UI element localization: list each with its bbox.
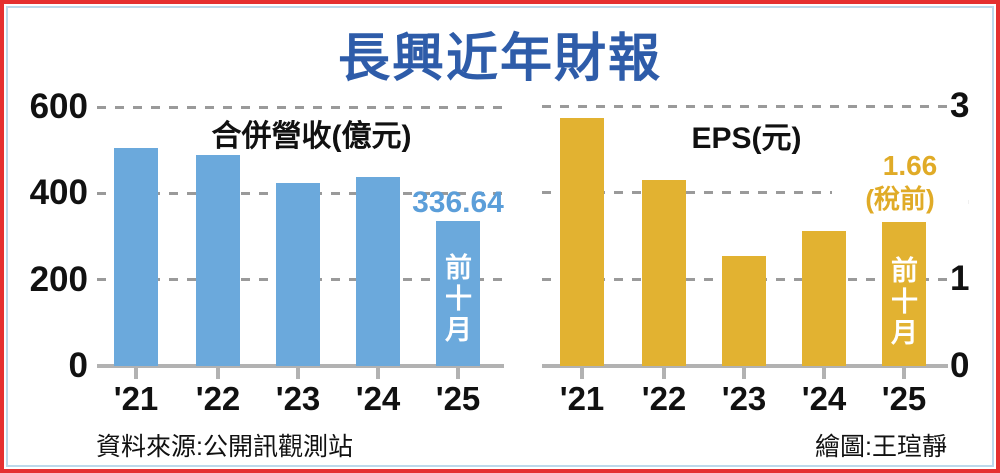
x-axis-label-'22: '22 [195,380,241,417]
x-axis-label-'25: '25 [435,380,481,417]
bar-'23 [276,182,320,366]
credit-note: 繪圖:王瑄靜 [815,433,947,461]
bar-'25 [436,220,480,366]
y-axis-label-200: 200 [29,259,88,299]
y-axis-label-0: 0 [950,346,970,385]
x-axis-baseline [97,364,504,368]
bar-'25 [882,222,926,366]
y-axis-label-0: 0 [68,346,88,385]
eps-pretax-label: (稅前) [832,179,968,216]
y-axis-label-1: 1 [950,259,970,299]
x-axis-label-'25: '25 [881,380,927,417]
x-axis-baseline [542,364,948,368]
y-axis-label-3: 3 [950,86,970,125]
x-axis-label-'21: '21 [113,380,159,417]
revenue-bar-note: 前十月 [445,253,472,345]
bar-'21 [114,147,158,366]
x-tick-'24 [376,368,380,379]
x-tick-'22 [662,368,666,379]
x-axis-label-'24: '24 [355,380,401,417]
x-tick-'23 [742,368,746,379]
y-axis-label-600: 600 [29,87,88,126]
page-title: 長興近年財報 [337,30,662,88]
x-axis-label-'21: '21 [559,380,605,417]
x-tick-'21 [134,368,138,379]
source-note: 資料來源:公開訊觀測站 [96,433,353,461]
x-axis-label-'23: '23 [275,380,321,417]
x-tick-'23 [296,368,300,379]
x-axis-label-'22: '22 [641,380,687,417]
bar-'24 [356,176,400,366]
grid-line-600 [97,105,504,109]
bar-'22 [196,154,240,366]
bar-'22 [642,179,686,366]
grid-line-3 [542,104,948,108]
revenue-chart-title: 合併營收(億元) [211,120,412,153]
bar-'23 [722,255,766,366]
x-tick-'21 [580,368,584,379]
x-tick-'22 [216,368,220,379]
eps-value-label: 1.66 [882,150,938,181]
y-axis-label-400: 400 [29,173,88,213]
x-tick-'25 [902,368,906,379]
grid-line-2 [542,191,948,195]
revenue-value-label: 336.64 [412,186,504,219]
eps-bar-note: 前十月 [891,256,918,348]
bar-'21 [560,118,604,366]
eps-chart-title: EPS(元) [691,122,802,155]
x-axis-label-'24: '24 [801,380,847,417]
x-tick-'24 [822,368,826,379]
x-axis-label-'23: '23 [721,380,767,417]
bar-'24 [802,230,846,366]
x-tick-'25 [456,368,460,379]
